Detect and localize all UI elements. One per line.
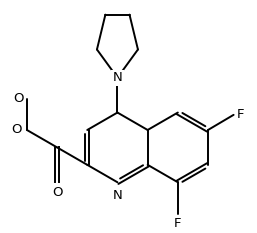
Text: N: N: [113, 188, 122, 202]
Text: N: N: [113, 71, 122, 84]
Text: O: O: [11, 123, 22, 137]
Text: O: O: [13, 92, 23, 105]
Text: F: F: [174, 217, 182, 230]
Text: O: O: [52, 186, 62, 199]
Text: F: F: [237, 108, 245, 121]
